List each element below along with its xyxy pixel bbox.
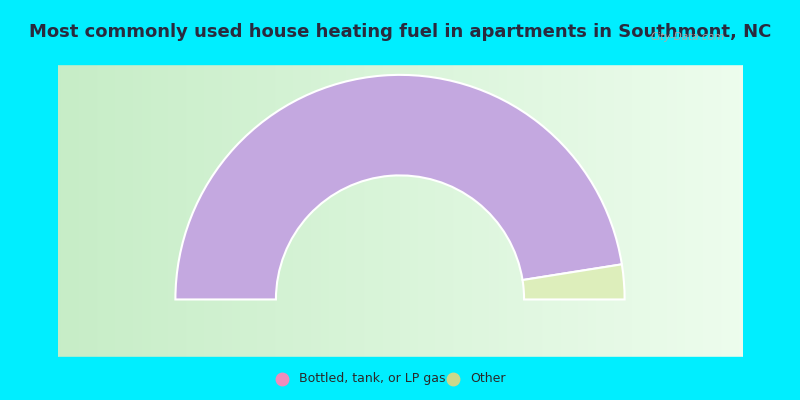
Wedge shape (522, 264, 625, 300)
Wedge shape (175, 75, 622, 300)
Text: Bottled, tank, or LP gas: Bottled, tank, or LP gas (299, 372, 446, 385)
Text: Other: Other (470, 372, 506, 385)
Text: Most commonly used house heating fuel in apartments in Southmont, NC: Most commonly used house heating fuel in… (29, 23, 771, 41)
Text: City-Data.com: City-Data.com (651, 32, 725, 42)
